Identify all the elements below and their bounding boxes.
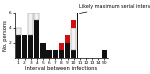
Bar (65, 43, 70, 58)
Bar (16, 28, 21, 35)
X-axis label: Interval between infections: Interval between infections (25, 66, 98, 71)
Bar (46, 50, 52, 58)
Bar (34, 20, 39, 58)
Bar (53, 50, 58, 58)
Bar (59, 43, 64, 50)
Bar (34, 13, 39, 20)
Y-axis label: No. persons: No. persons (3, 20, 8, 51)
Bar (34, 0, 39, 13)
Text: Likely maximum serial interval: Likely maximum serial interval (79, 4, 150, 14)
Bar (28, 35, 33, 58)
Bar (71, 50, 76, 58)
Bar (71, 20, 76, 28)
Bar (22, 35, 27, 58)
Bar (71, 28, 76, 50)
Bar (65, 35, 70, 43)
Bar (102, 50, 107, 58)
Bar (40, 43, 46, 58)
Bar (59, 50, 64, 58)
Bar (28, 13, 33, 35)
Bar (16, 35, 21, 58)
Bar (28, 0, 33, 13)
